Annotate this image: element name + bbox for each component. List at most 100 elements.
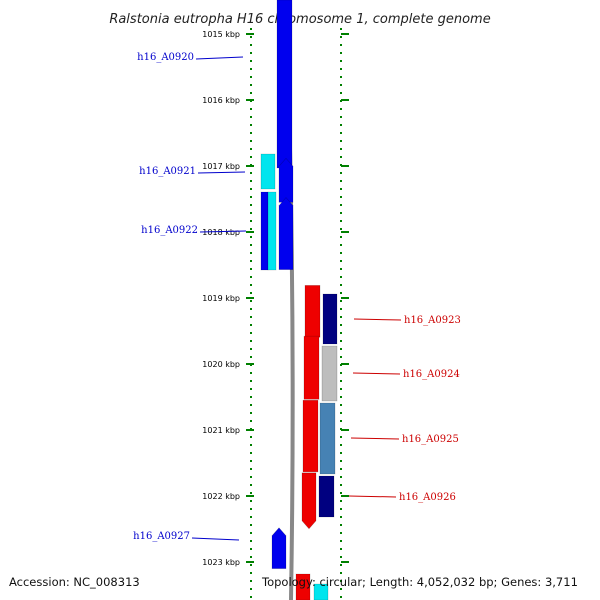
guide-dot — [250, 564, 252, 566]
gene-feature[interactable] — [301, 472, 317, 530]
guide-dot — [340, 516, 342, 518]
guide-dot — [340, 116, 342, 118]
ruler-tick — [341, 165, 349, 167]
gene-label[interactable]: h16_A0924 — [403, 369, 460, 380]
ruler-label: 1016 kbp — [202, 96, 240, 105]
gene-labels: h16_A0920 h16_A0921 h16_A0922 h16_A0927 h16_… — [133, 52, 461, 542]
ruler-label: 1015 kbp — [202, 30, 240, 39]
gene-label[interactable]: h16_A0925 — [402, 434, 459, 445]
guide-dot — [250, 204, 252, 206]
ruler-label: 1017 kbp — [202, 162, 240, 171]
gene-label[interactable]: h16_A0922 — [141, 225, 198, 236]
guide-dot — [250, 404, 252, 406]
gene-feature[interactable] — [303, 335, 320, 400]
label-leader-line — [350, 437, 400, 440]
guide-dot — [250, 508, 252, 510]
guide-dot — [340, 148, 342, 150]
guide-dot — [340, 492, 342, 494]
gene-feature[interactable] — [322, 293, 338, 345]
guide-dot — [340, 532, 342, 534]
gene-feature[interactable] — [319, 402, 336, 475]
guide-dot — [250, 500, 252, 502]
guide-dot — [340, 244, 342, 246]
guide-dot — [340, 220, 342, 222]
guide-dot — [250, 332, 252, 334]
gene-feature[interactable] — [276, 0, 293, 169]
guide-dot — [250, 340, 252, 342]
gene-feature[interactable] — [278, 197, 294, 270]
guide-dot — [340, 196, 342, 198]
guide-dot — [250, 140, 252, 142]
guide-dot — [340, 124, 342, 126]
guide-dot — [340, 540, 342, 542]
ruler-tick — [341, 561, 349, 563]
gene-label[interactable]: h16_A0920 — [137, 52, 194, 63]
gene-feature[interactable] — [260, 191, 269, 271]
ruler-tick — [341, 99, 349, 101]
guide-dot — [340, 292, 342, 294]
gene-feature[interactable] — [304, 285, 321, 338]
gene-feature[interactable] — [313, 583, 329, 600]
guide-dot — [250, 420, 252, 422]
guide-dot — [250, 308, 252, 310]
gene-feature[interactable] — [302, 400, 319, 473]
gene-feature[interactable] — [318, 475, 335, 518]
gene-feature[interactable] — [321, 345, 338, 402]
ruler-tick — [341, 363, 349, 365]
guide-dot — [250, 180, 252, 182]
map-title: Ralstonia eutropha H16 chromosome 1, com… — [109, 12, 490, 27]
guide-dot — [340, 252, 342, 254]
guide-dot — [250, 132, 252, 134]
guide-dot — [340, 28, 342, 30]
ruler-tick — [246, 297, 254, 299]
guide-dot — [340, 388, 342, 390]
guide-dot — [250, 244, 252, 246]
ruler-tick — [246, 429, 254, 431]
guide-dot — [250, 252, 252, 254]
guide-dot — [340, 36, 342, 38]
guide-dot — [250, 68, 252, 70]
guide-dot — [250, 260, 252, 262]
ruler-label: 1018 kbp — [202, 228, 240, 237]
guide-dot — [250, 436, 252, 438]
guide-dot — [340, 188, 342, 190]
guide-dot — [340, 596, 342, 598]
guide-dot — [340, 524, 342, 526]
guide-dot — [340, 204, 342, 206]
label-leader-line — [195, 56, 244, 60]
label-leader-line — [353, 318, 402, 321]
gene-label[interactable]: h16_A0923 — [404, 315, 461, 326]
guide-dot — [250, 292, 252, 294]
gene-feature[interactable] — [278, 157, 294, 203]
gene-feature[interactable] — [267, 191, 277, 271]
guide-dot — [340, 420, 342, 422]
gene-features — [260, 0, 338, 600]
guide-dot — [340, 476, 342, 478]
guide-dot — [250, 156, 252, 158]
guide-dot — [340, 460, 342, 462]
guide-dot — [250, 236, 252, 238]
summary-text: Topology: circular; Length: 4,052,032 bp… — [261, 575, 578, 589]
gene-feature[interactable] — [260, 153, 276, 190]
guide-dot — [340, 156, 342, 158]
guide-dot — [250, 324, 252, 326]
guide-dot — [250, 516, 252, 518]
guide-dot — [250, 124, 252, 126]
guide-dot — [340, 556, 342, 558]
guide-dot — [340, 68, 342, 70]
guide-dot — [250, 460, 252, 462]
gene-label[interactable]: h16_A0927 — [133, 531, 190, 542]
guide-dot — [250, 380, 252, 382]
guide-dot — [340, 172, 342, 174]
guide-dot — [250, 116, 252, 118]
ruler-label: 1022 kbp — [202, 492, 240, 501]
gene-feature[interactable] — [295, 573, 311, 600]
guide-dot — [340, 500, 342, 502]
track-guides — [250, 28, 342, 598]
gene-label[interactable]: h16_A0921 — [139, 166, 196, 177]
gene-feature[interactable] — [271, 527, 287, 569]
guide-dot — [340, 468, 342, 470]
guide-dot — [340, 484, 342, 486]
gene-label[interactable]: h16_A0926 — [399, 492, 456, 503]
